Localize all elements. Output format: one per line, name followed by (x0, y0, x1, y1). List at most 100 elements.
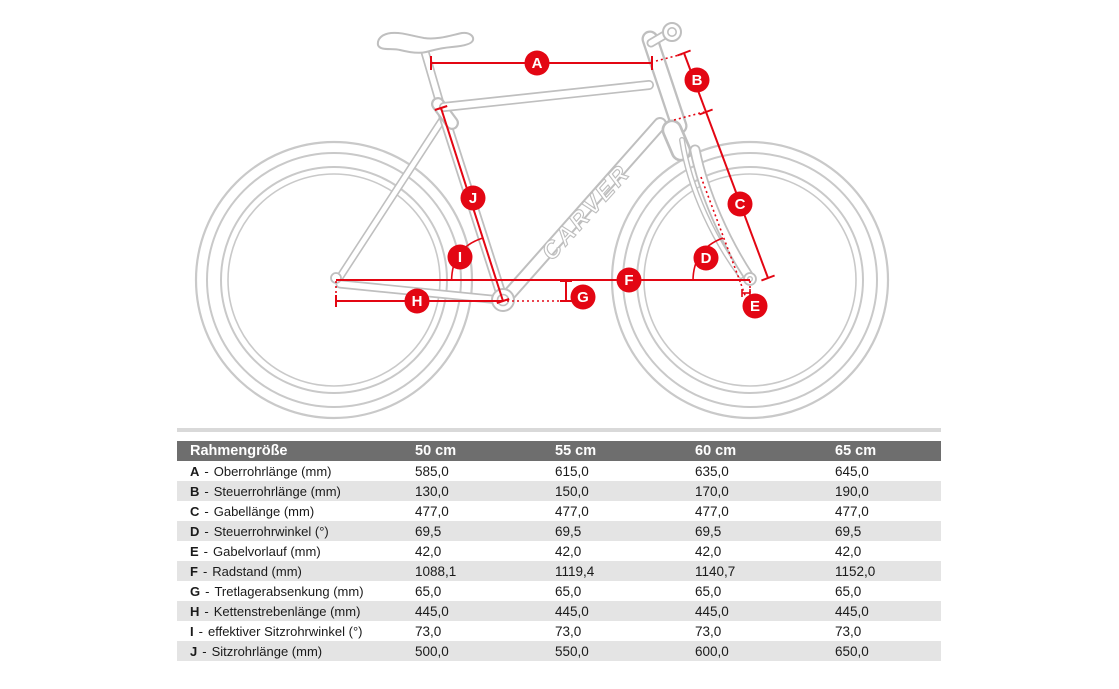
value-cell: 65,0 (695, 583, 722, 599)
marker-h: H (404, 288, 430, 314)
value-cell: 65,0 (415, 583, 442, 599)
row-label: J - Sitzrohrlänge (mm) (190, 643, 323, 659)
value-cell: 1140,7 (695, 563, 736, 579)
value-cell: 69,5 (835, 523, 862, 539)
row-label: D - Steuerrohrwinkel (°) (190, 523, 329, 539)
value-cell: 170,0 (695, 483, 729, 499)
value-cell: 477,0 (555, 503, 589, 519)
value-cell: 445,0 (415, 603, 449, 619)
marker-e-letter: E (750, 298, 760, 315)
handlebar (662, 22, 682, 42)
value-cell: 130,0 (415, 483, 449, 499)
table-header-label: Rahmengröße (190, 443, 288, 459)
saddle (376, 31, 475, 54)
brand-logo: CARVER (536, 159, 636, 266)
table-header-row: Rahmengröße 50 cm 55 cm 60 cm 65 cm (177, 441, 941, 461)
value-cell: 615,0 (555, 463, 589, 479)
marker-i: I (447, 244, 473, 270)
marker-g-letter: G (577, 289, 589, 306)
marker-f: F (616, 267, 642, 293)
marker-g: G (570, 284, 596, 310)
marker-a-badge (524, 50, 550, 76)
table-top-rule (177, 428, 941, 432)
marker-c: C (727, 191, 753, 217)
marker-a-letter: A (532, 55, 543, 72)
value-cell: 65,0 (555, 583, 582, 599)
marker-b-badge (684, 67, 710, 93)
marker-d-letter: D (701, 250, 712, 267)
table-row-a: A - Oberrohrlänge (mm) 585,0 615,0 635,0 6… (177, 461, 941, 481)
table-row-h: H - Kettenstrebenlänge (mm) 445,0 445,0 44… (177, 601, 941, 621)
table-row-g: G - Tretlagerabsenkung (mm) 65,0 65,0 65,0… (177, 581, 941, 601)
marker-d: D (693, 245, 719, 271)
marker-e-badge (742, 293, 768, 319)
marker-b: B (684, 67, 710, 93)
marker-e: E (742, 293, 768, 319)
value-cell: 445,0 (555, 603, 589, 619)
marker-i-badge (447, 244, 473, 270)
value-cell: 69,5 (695, 523, 722, 539)
value-cell: 73,0 (835, 623, 862, 639)
row-label: C - Gabellänge (mm) (190, 503, 315, 519)
marker-h-letter: H (412, 293, 423, 310)
table-row-i: I - effektiver Sitzrohrwinkel (°) 73,0 73,… (177, 621, 941, 641)
row-label: I - effektiver Sitzrohrwinkel (°) (190, 623, 363, 639)
value-cell: 445,0 (835, 603, 869, 619)
row-label: E - Gabelvorlauf (mm) (190, 543, 321, 559)
marker-f-letter: F (624, 272, 633, 289)
row-label: B - Steuerrohrlänge (mm) (190, 483, 341, 499)
row-label: F - Radstand (mm) (190, 563, 302, 579)
value-cell: 645,0 (835, 463, 869, 479)
table-row-d: D - Steuerrohrwinkel (°) 69,5 69,5 69,5 69… (177, 521, 941, 541)
table-header-col-50cm: 50 cm (415, 443, 457, 459)
value-cell: 150,0 (555, 483, 589, 499)
table-row-c: C - Gabellänge (mm) 477,0 477,0 477,0 477,… (177, 501, 941, 521)
value-cell: 69,5 (415, 523, 442, 539)
value-cell: 500,0 (415, 643, 449, 659)
table-row-b: B - Steuerrohrlänge (mm) 130,0 150,0 170,0… (177, 481, 941, 501)
value-cell: 445,0 (695, 603, 729, 619)
marker-b-letter: B (692, 72, 703, 89)
marker-g-badge (570, 284, 596, 310)
value-cell: 73,0 (695, 623, 722, 639)
value-cell: 1088,1 (415, 563, 457, 579)
value-cell: 69,5 (555, 523, 582, 539)
dim-dotted-headtube-bottom (673, 111, 705, 121)
value-cell: 42,0 (695, 543, 722, 559)
value-cell: 635,0 (695, 463, 729, 479)
marker-f-badge (616, 267, 642, 293)
table-header-col-65cm: 65 cm (835, 443, 877, 459)
value-cell: 73,0 (415, 623, 442, 639)
table-row-j: J - Sitzrohrlänge (mm) 500,0 550,0 600,0 6… (177, 641, 941, 661)
marker-i-letter: I (458, 249, 462, 266)
marker-j: J (460, 185, 486, 211)
value-cell: 1152,0 (835, 563, 876, 579)
table-row-e: E - Gabelvorlauf (mm) 42,0 42,0 42,0 42,0 (177, 541, 941, 561)
value-cell: 600,0 (695, 643, 729, 659)
table-header-col-55cm: 55 cm (555, 443, 597, 459)
marker-c-badge (727, 191, 753, 217)
row-label: H - Kettenstrebenlänge (mm) (190, 603, 361, 619)
value-cell: 477,0 (415, 503, 449, 519)
value-cell: 650,0 (835, 643, 869, 659)
value-cell: 477,0 (695, 503, 729, 519)
value-cell: 1119,4 (555, 563, 595, 579)
geometry-table: Rahmengröße 50 cm 55 cm 60 cm 65 cm A - Ob… (177, 428, 941, 661)
marker-c-letter: C (735, 196, 746, 213)
marker-j-badge (460, 185, 486, 211)
value-cell: 73,0 (555, 623, 582, 639)
row-label: G - Tretlagerabsenkung (mm) (190, 583, 364, 599)
value-cell: 477,0 (835, 503, 869, 519)
value-cell: 550,0 (555, 643, 589, 659)
marker-a: A (524, 50, 550, 76)
table-header-col-60cm: 60 cm (695, 443, 737, 459)
value-cell: 190,0 (835, 483, 869, 499)
value-cell: 585,0 (415, 463, 449, 479)
marker-j-letter: J (469, 190, 477, 207)
marker-h-badge (404, 288, 430, 314)
value-cell: 65,0 (835, 583, 862, 599)
row-label: A - Oberrohrlänge (mm) (190, 463, 332, 479)
table-row-f: F - Radstand (mm) 1088,1 1119,4 1140,7 115… (177, 561, 941, 581)
